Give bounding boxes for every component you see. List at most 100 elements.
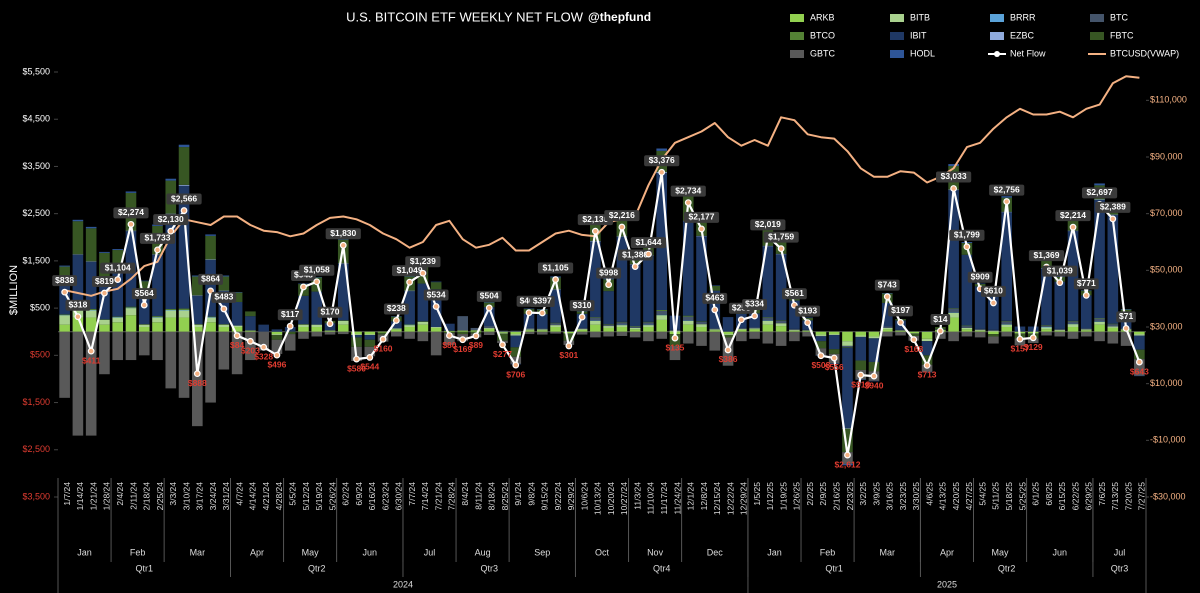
bar-segment [523, 329, 535, 331]
value-label: $168 [904, 344, 923, 354]
bar-segment [444, 323, 455, 331]
bar-segment [815, 348, 827, 356]
x-tick-label: 5/26/24 [327, 482, 337, 511]
net-flow-marker [87, 347, 95, 355]
bar-segment [590, 317, 601, 321]
net-flow-marker [233, 332, 241, 340]
value-label: $1,058 [304, 265, 330, 275]
bar-segment [643, 331, 654, 342]
bar-segment [1001, 327, 1012, 332]
x-tick-label: 5/11/25 [991, 482, 1001, 510]
bar-segment [1067, 324, 1079, 327]
x-tick-label: 6/1/25 [1030, 482, 1040, 506]
bar-segment [99, 331, 110, 375]
value-label-box [949, 229, 985, 241]
bar-segment [112, 331, 124, 361]
bar-segment [391, 321, 402, 329]
bar-segment [152, 316, 163, 318]
bar-segment [656, 315, 668, 320]
net-flow-marker [300, 283, 307, 291]
value-label: $14 [933, 314, 947, 324]
value-label-box [683, 211, 720, 223]
value-label: $411 [82, 355, 101, 365]
bar-segment [510, 356, 522, 364]
bar-segment [178, 308, 190, 310]
bar-segment [72, 331, 84, 436]
bar-segment [417, 321, 429, 325]
net-flow-marker [1109, 215, 1117, 223]
bar-segment [736, 331, 747, 342]
bar-segment [1080, 295, 1092, 329]
y-tick-label: $500 [30, 302, 50, 312]
x-tick-label: 6/8/25 [1044, 482, 1054, 506]
bar-segment [974, 286, 986, 329]
x-tick-label: 2/23/25 [845, 482, 855, 511]
value-label: $561 [785, 288, 804, 298]
value-label: $1,049 [397, 265, 423, 275]
bar-segment [1001, 324, 1012, 327]
value-label: $71 [1119, 311, 1133, 321]
bar-segment [483, 327, 495, 329]
bar-segment [430, 331, 442, 356]
value-label: $2,389 [1100, 202, 1126, 212]
y2-tick-label: $70,000 [1150, 208, 1183, 218]
value-label: $743 [878, 279, 897, 289]
bar-segment [682, 315, 694, 317]
bar-segment [550, 289, 561, 323]
value-label: $1,239 [410, 256, 436, 266]
value-label: $89 [469, 340, 483, 350]
x-group-label: Apr [940, 547, 954, 557]
value-label: $556 [825, 362, 844, 372]
bar-segment [536, 331, 548, 335]
bar-segment [669, 345, 681, 361]
bar-segment [192, 275, 203, 277]
bar-segment [948, 190, 959, 309]
bar-segment [192, 324, 203, 327]
bar-segment [470, 327, 482, 331]
bar-segment [391, 329, 402, 332]
value-label: $544 [360, 362, 379, 372]
net-flow-marker [101, 289, 108, 297]
legend-label: HODL [910, 48, 935, 58]
value-label: $318 [68, 299, 87, 309]
value-label-box [383, 303, 409, 315]
value-label-box [113, 207, 149, 219]
y-tick-label: $500 [30, 350, 50, 360]
bar-segment [271, 335, 283, 340]
bar-segment [855, 336, 867, 361]
x-tick-label: 7/13/25 [1110, 482, 1120, 511]
bar-segment [178, 331, 190, 398]
bar-segment [85, 310, 97, 318]
net-flow-marker [631, 263, 639, 270]
net-flow-marker [220, 305, 228, 313]
net-flow-marker [658, 168, 666, 176]
bar-segment [682, 316, 694, 321]
value-label-box [1116, 311, 1136, 323]
x-tick-label: 9/29/24 [566, 482, 576, 511]
legend-label: BTCO [810, 30, 835, 40]
bar-segment [908, 331, 920, 334]
value-label-box [670, 185, 706, 197]
value-label: $643 [1130, 366, 1149, 376]
value-label: $564 [135, 288, 154, 298]
x-tick-label: 6/23/24 [380, 482, 390, 511]
net-flow-marker [167, 227, 175, 235]
bar-segment [629, 329, 641, 332]
bar-segment [736, 329, 747, 332]
x-tick-label: 1/28/24 [102, 482, 112, 511]
bar-segment [1134, 335, 1145, 350]
bar-segment [470, 330, 482, 332]
value-label-box [617, 249, 653, 261]
value-label: $483 [214, 292, 233, 302]
bar-segment [271, 334, 283, 336]
x-tick-label: 3/31/24 [221, 482, 231, 511]
bar-segment [881, 326, 893, 328]
x-tick-label: 4/14/24 [248, 482, 258, 511]
bar-segment [125, 315, 137, 332]
bar-segment [775, 323, 787, 327]
x-tick-label: 7/21/24 [433, 482, 443, 511]
value-label-box [1042, 265, 1078, 277]
value-label: $706 [506, 369, 525, 379]
value-label: $888 [188, 378, 207, 388]
bar-segment [1107, 331, 1119, 344]
